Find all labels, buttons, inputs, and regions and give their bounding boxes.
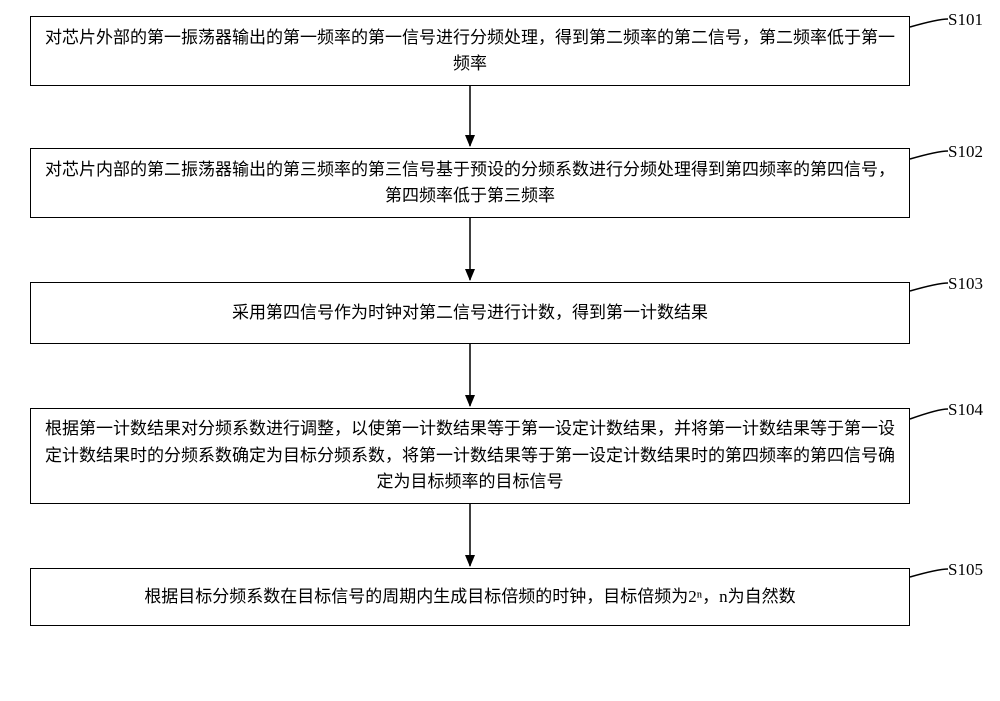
- flow-step-s105: 根据目标分频系数在目标信号的周期内生成目标倍频的时钟，目标倍频为2ⁿ，n为自然数: [30, 568, 910, 626]
- flow-step-text: 对芯片外部的第一振荡器输出的第一频率的第一信号进行分频处理，得到第二频率的第二信…: [43, 25, 897, 78]
- flow-step-label-s104: S104: [948, 400, 983, 420]
- flow-step-s101: 对芯片外部的第一振荡器输出的第一频率的第一信号进行分频处理，得到第二频率的第二信…: [30, 16, 910, 86]
- flow-step-label-s105: S105: [948, 560, 983, 580]
- flow-step-s102: 对芯片内部的第二振荡器输出的第三频率的第三信号基于预设的分频系数进行分频处理得到…: [30, 148, 910, 218]
- flow-step-text: 采用第四信号作为时钟对第二信号进行计数，得到第一计数结果: [232, 300, 708, 326]
- flow-step-text: 对芯片内部的第二振荡器输出的第三频率的第三信号基于预设的分频系数进行分频处理得到…: [43, 157, 897, 210]
- flow-step-label-s101: S101: [948, 10, 983, 30]
- flow-step-s104: 根据第一计数结果对分频系数进行调整，以使第一计数结果等于第一设定计数结果，并将第…: [30, 408, 910, 504]
- label-connector: [910, 409, 948, 419]
- label-connector: [910, 283, 948, 291]
- label-connector: [910, 151, 948, 159]
- flow-step-text: 根据目标分频系数在目标信号的周期内生成目标倍频的时钟，目标倍频为2ⁿ，n为自然数: [144, 584, 795, 610]
- label-connector: [910, 19, 948, 27]
- label-connector: [910, 569, 948, 577]
- flow-step-text: 根据第一计数结果对分频系数进行调整，以使第一计数结果等于第一设定计数结果，并将第…: [43, 416, 897, 495]
- flow-step-label-s102: S102: [948, 142, 983, 162]
- flow-step-label-s103: S103: [948, 274, 983, 294]
- flow-step-s103: 采用第四信号作为时钟对第二信号进行计数，得到第一计数结果: [30, 282, 910, 344]
